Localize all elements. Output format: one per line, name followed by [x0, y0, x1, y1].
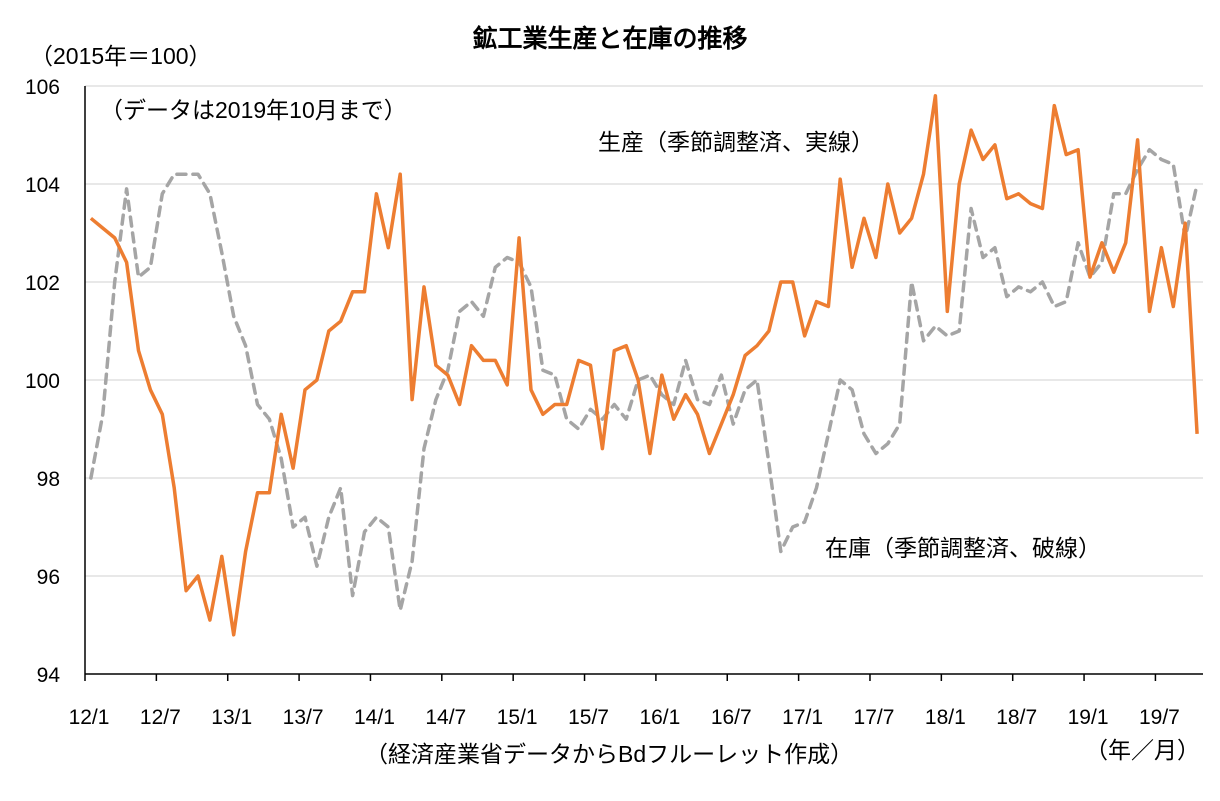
y-tick-label: 102: [25, 272, 60, 295]
x-tick-label: 16/7: [711, 706, 752, 729]
chart-title: 鉱工業生産と在庫の推移: [472, 24, 747, 53]
x-tick-label: 18/7: [996, 706, 1037, 729]
x-tick-label: 13/1: [211, 706, 252, 729]
x-tick-labels: 12/1 12/7 13/1 13/7 14/1 14/7 15/1 15/7 16/1 16/7…: [69, 706, 1180, 729]
x-tick-label: 16/1: [639, 706, 680, 729]
y-tick-label: 94: [37, 664, 61, 687]
x-tick-label: 18/1: [925, 706, 966, 729]
y-tick-label: 106: [25, 76, 60, 99]
x-tick-label: 13/7: [283, 706, 324, 729]
y-tick-label: 104: [25, 174, 60, 197]
x-tick-label: 19/1: [1068, 706, 1109, 729]
x-tick-label: 12/7: [140, 706, 181, 729]
x-axis-label: （年／月）: [1085, 737, 1200, 763]
y-tick-labels: 94 96 98 100 102 104 106: [25, 76, 60, 687]
series-label-inventory: 在庫（季節調整済、破線）: [825, 535, 1101, 561]
y-tick-label: 96: [37, 566, 60, 589]
x-tick-label: 14/1: [354, 706, 395, 729]
x-tick-label: 15/7: [568, 706, 609, 729]
x-tick-label: 15/1: [497, 706, 538, 729]
series-label-production: 生産（季節調整済、実線）: [598, 129, 874, 155]
y-axis-label: （2015年＝100）: [30, 43, 212, 69]
source-note: （経済産業省データからBdフルーレット作成）: [365, 741, 853, 767]
y-tick-label: 98: [37, 468, 60, 491]
x-tick-label: 14/7: [425, 706, 466, 729]
x-tick-label: 12/1: [69, 706, 110, 729]
x-tick-label: 19/7: [1139, 706, 1180, 729]
x-tick-label: 17/7: [854, 706, 895, 729]
x-tick-label: 17/1: [782, 706, 823, 729]
y-tick-label: 100: [25, 370, 60, 393]
data-note: （データは2019年10月まで）: [100, 97, 407, 123]
